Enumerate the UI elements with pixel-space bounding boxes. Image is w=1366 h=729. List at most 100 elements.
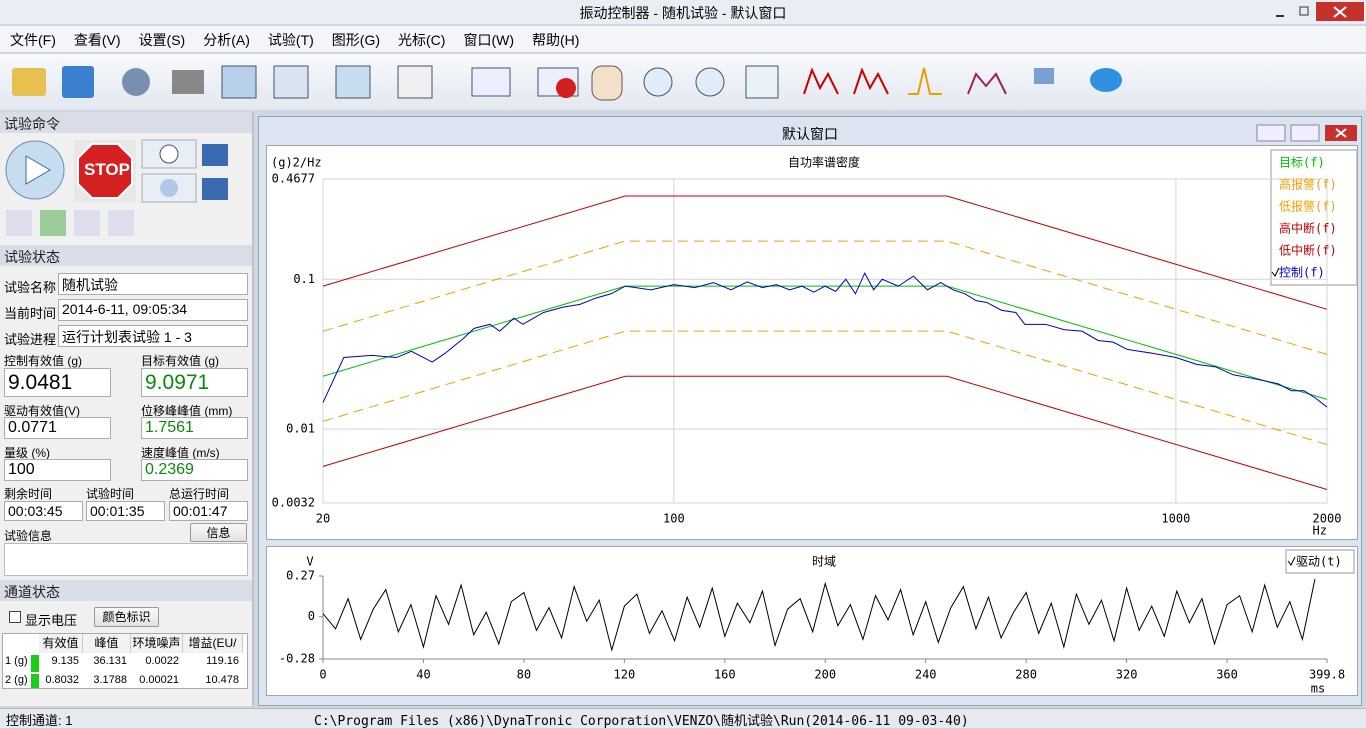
checkbox-label[interactable]: 显示电压 <box>25 613 78 628</box>
y-tick-label: 0.1 <box>293 272 315 286</box>
series-line <box>322 330 1328 445</box>
panel-header: 试验命令 <box>0 112 252 133</box>
menu-item[interactable]: 文件(F) <box>10 32 56 48</box>
time-value: 00:03:45 <box>4 501 83 521</box>
x-tick-label: 240 <box>915 668 937 682</box>
legend-check <box>1287 556 1296 566</box>
table-cell: 36.131 <box>93 655 127 667</box>
x-tick-label: 20 <box>316 512 330 526</box>
table-header: 有效值 <box>39 634 83 653</box>
x-tick-label: 200 <box>814 668 836 682</box>
color-button[interactable]: 颜色标识 <box>94 607 159 627</box>
reading-value: 9.0971 <box>141 368 248 397</box>
psd-chart: 自功率谱密度 (g)2/Hz Hz 20 100 1000 2000 0.0032 0.0… <box>266 145 1358 540</box>
time-label: 试验时间 <box>86 487 135 501</box>
table-header: 增益(EU/ <box>183 634 243 653</box>
menu-item[interactable]: 图形(G) <box>331 32 381 48</box>
table-header: 环境噪声 <box>131 634 183 653</box>
time-label: 总运行时间 <box>169 487 230 501</box>
table-cell: 1 (g) <box>5 655 28 667</box>
y-tick-label: -0.28 <box>279 652 315 666</box>
legend-box <box>1285 549 1355 574</box>
info-box[interactable] <box>4 543 248 576</box>
inner-title: 默认窗口 <box>782 126 838 142</box>
inner-controls[interactable] <box>1256 124 1358 142</box>
series-line <box>322 285 1328 400</box>
command-buttons[interactable] <box>4 136 248 242</box>
table-header: 峰值 <box>83 634 131 653</box>
table-cell: 0.8032 <box>45 674 79 686</box>
stop-label[interactable]: STOP <box>84 160 130 179</box>
reading-value: 100 <box>4 459 111 481</box>
x-axis-label: Hz <box>1313 524 1327 538</box>
field-value: 2014-6-11, 09:05:34 <box>58 299 248 321</box>
menu-bar: 文件(F) 查看(V) 设置(S) 分析(A) 试验(T) 图形(G) 光标(C) 窗口(W)… <box>0 26 1366 52</box>
toolbar-icons[interactable] <box>0 56 1150 110</box>
legend-entry[interactable]: 驱动(t) <box>1296 555 1342 569</box>
chart-title: 时域 <box>812 555 836 569</box>
legend-entry[interactable]: 高报警(f) <box>1279 177 1337 192</box>
x-tick-label: 1000 <box>1161 512 1190 526</box>
x-tick-label: 120 <box>614 668 636 682</box>
reading-value: 0.2369 <box>141 459 248 481</box>
legend-entry[interactable]: 低报警(f) <box>1279 199 1337 214</box>
series-line <box>322 271 1328 408</box>
x-tick-label: 80 <box>517 668 531 682</box>
series-line <box>322 375 1328 490</box>
y-tick-label: 0.27 <box>286 569 315 583</box>
reading-label: 位移峰峰值 (mm) <box>141 404 233 418</box>
reading-label: 速度峰值 (m/s) <box>141 446 220 460</box>
time-label: 剩余时间 <box>4 487 53 501</box>
x-tick-label: 399.8 <box>1309 668 1345 682</box>
legend-check <box>1271 267 1280 277</box>
info-button[interactable]: 信息 <box>190 523 247 542</box>
status-bar <box>0 708 1366 728</box>
reading-label: 目标有效值 (g) <box>141 354 220 368</box>
y-tick-label: 0.0032 <box>272 496 315 510</box>
legend-entry[interactable]: 高中断(f) <box>1279 221 1337 236</box>
checkbox[interactable] <box>9 611 21 623</box>
reading-value: 9.0481 <box>4 368 111 397</box>
time-value: 00:01:35 <box>86 501 165 521</box>
menu-item[interactable]: 分析(A) <box>203 32 250 48</box>
legend-entry[interactable]: 目标(f) <box>1279 156 1325 170</box>
channel-table: 1 (g) 2 (g) 有效值 9.135 0.8032 峰值 36.131 3.1788 环境… <box>2 633 248 689</box>
series-line <box>322 240 1328 355</box>
status-channel: 控制通道: 1 <box>6 713 73 728</box>
menu-item[interactable]: 查看(V) <box>73 32 121 48</box>
reading-label: 量级 (%) <box>4 446 50 460</box>
table-cell: 119.16 <box>206 655 239 667</box>
status-path: C:\Program Files (x86)\DynaTronic Corpor… <box>314 714 969 729</box>
x-tick-label: 2000 <box>1313 512 1342 526</box>
info-label: 试验信息 <box>4 529 53 543</box>
time-chart: 时域 V ms 0 40 80 120 160 200 240 280 320 360 399.8 -… <box>266 546 1358 696</box>
table-cell: 2 (g) <box>5 674 28 686</box>
menu-item[interactable]: 试验(T) <box>267 32 314 48</box>
table-cell: 0.00021 <box>139 674 179 686</box>
legend-entry[interactable]: 低中断(f) <box>1279 243 1337 258</box>
window-title: 振动控制器 - 随机试验 - 默认窗口 <box>579 5 787 21</box>
menu-item[interactable]: 窗口(W) <box>463 32 514 48</box>
table-cell: 0.0022 <box>145 655 179 667</box>
x-tick-label: 0 <box>319 668 326 682</box>
field-label: 试验进程 <box>4 332 57 347</box>
chart-title: 自功率谱密度 <box>788 155 860 170</box>
title-bar <box>0 0 1366 24</box>
series-line <box>322 195 1328 310</box>
menu-item[interactable]: 光标(C) <box>398 32 446 48</box>
table-cell: 9.135 <box>51 655 79 667</box>
x-tick-label: 160 <box>714 668 736 682</box>
legend-entry[interactable]: 控制(f) <box>1279 266 1325 280</box>
y-tick-label: 0.01 <box>286 421 315 435</box>
reading-label: 控制有效值 (g) <box>4 354 83 368</box>
status-swatch <box>31 674 39 688</box>
window-controls[interactable] <box>1270 2 1366 22</box>
field-value: 随机试验 <box>58 273 248 295</box>
x-axis-label: ms <box>1311 682 1325 696</box>
menu-item[interactable]: 设置(S) <box>138 32 186 48</box>
x-tick-label: 280 <box>1015 668 1037 682</box>
field-label: 试验名称 <box>4 280 57 295</box>
series-line <box>322 578 1316 652</box>
menu-item[interactable]: 帮助(H) <box>532 32 580 48</box>
x-tick-label: 40 <box>416 668 430 682</box>
